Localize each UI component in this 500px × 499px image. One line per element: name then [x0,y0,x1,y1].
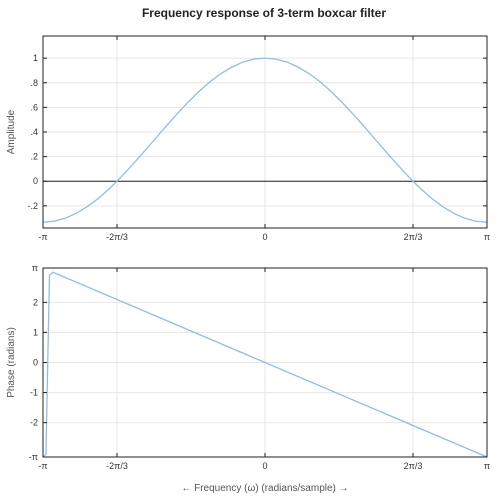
phase-x-tick-label: π [484,461,490,471]
phase-y-tick-label: 2 [33,297,38,307]
amplitude-y-axis-label: Amplitude [6,109,17,154]
amplitude-y-tick-label: 1 [33,53,38,63]
amplitude-series-line [42,57,488,223]
phase-y-tick-label: 1 [33,327,38,337]
amplitude-x-tick-label: -π [38,232,47,242]
amplitude-y-tick-label: .2 [30,152,38,162]
phase-y-tick-label: -2 [30,418,38,428]
amplitude-y-tick-label: -.2 [27,201,38,211]
amplitude-x-tick-label: π [484,232,490,242]
phase-y-tick-label: 0 [33,358,38,368]
phase-y-tick-label: -1 [30,388,38,398]
amplitude-x-tick-label: 0 [262,232,267,242]
chart-title: Frequency response of 3-term boxcar filt… [142,6,386,20]
phase-series-line [42,271,488,458]
amplitude-grid [42,36,488,228]
amplitude-y-tick-label: .4 [30,127,38,137]
amplitude-x-tick-label: -2π/3 [106,232,128,242]
amplitude-y-tick-label: 0 [33,176,38,186]
amplitude-y-tick-label: .6 [30,102,38,112]
phase-y-tick-label: π [32,263,38,273]
phase-x-tick-label: -2π/3 [106,461,128,471]
amplitude-x-tick-label: 2π/3 [404,232,423,242]
phase-y-tick-label: -π [29,452,38,462]
amplitude-ticks: -π -2π/3 0 2π/3 π -.2 0 .2 .4 .6 .8 1 [27,36,490,242]
phase-x-axis-label: ← Frequency (ω) (radians/sample) → [181,483,348,494]
amplitude-y-tick-label: .8 [30,78,38,88]
phase-x-tick-label: 0 [262,461,267,471]
amplitude-panel: -π -2π/3 0 2π/3 π -.2 0 .2 .4 .6 .8 1 Amplitude [6,35,490,242]
phase-x-tick-label: 2π/3 [404,461,423,471]
phase-ticks: -π -2π/3 0 2π/3 π -π -2 -1 0 1 2 π [29,263,490,471]
phase-x-tick-label: -π [38,461,47,471]
phase-y-axis-label: Phase (radians) [6,327,17,398]
